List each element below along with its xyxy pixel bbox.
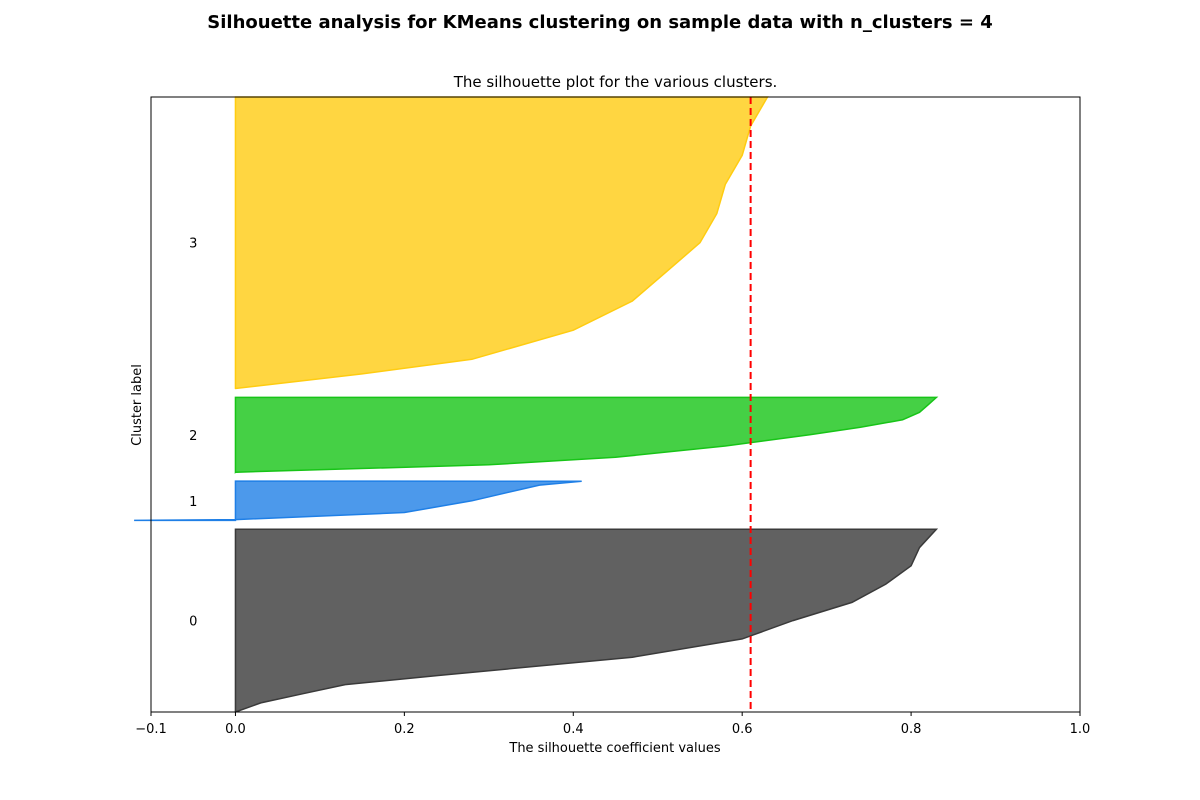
x-axis-label: The silhouette coefficient values (508, 741, 720, 756)
axes-title: The silhouette plot for the various clus… (453, 73, 778, 91)
cluster-labels-layer: 0 1 2 3 (189, 237, 197, 630)
cluster-label-1: 1 (189, 495, 197, 510)
cluster-label-3: 3 (189, 237, 197, 252)
x-tick-label: 0.6 (732, 722, 753, 737)
x-tick-label: 1.0 (1070, 722, 1091, 737)
figure-suptitle: Silhouette analysis for KMeans clusterin… (207, 12, 993, 33)
x-tick-label: 0.0 (225, 722, 246, 737)
x-tick-label: 0.8 (901, 722, 922, 737)
cluster-2-silhouette (234, 396, 939, 474)
cluster-label-2: 2 (189, 429, 197, 444)
x-tick-label: −0.1 (135, 722, 167, 737)
x-tick-label: 0.4 (563, 722, 584, 737)
y-axis-label: Cluster label (130, 364, 145, 446)
cluster-0-silhouette (234, 528, 939, 713)
x-ticks-layer: −0.1 0.0 0.2 0.4 0.6 0.8 1.0 (135, 712, 1090, 737)
cluster-label-0: 0 (189, 615, 197, 630)
axes-frame (150, 96, 1081, 713)
x-tick-label: 0.2 (394, 722, 415, 737)
clusters-layer (134, 96, 939, 713)
cluster-1-silhouette (134, 480, 582, 522)
cluster-3-silhouette (234, 96, 769, 390)
